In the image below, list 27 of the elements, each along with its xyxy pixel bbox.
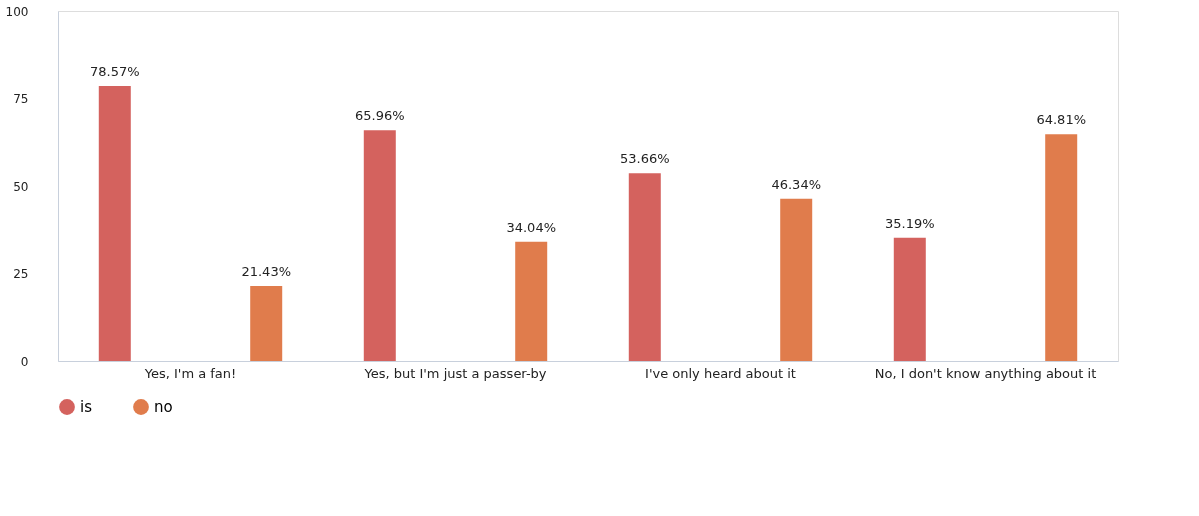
data-label: 21.43% bbox=[241, 263, 291, 279]
data-label: 65.96% bbox=[355, 108, 405, 124]
data-label: 34.04% bbox=[506, 219, 556, 235]
y-tick-label: 50 bbox=[13, 179, 29, 194]
bar bbox=[1045, 134, 1078, 361]
y-tick-label: 0 bbox=[20, 354, 29, 369]
bar bbox=[363, 130, 396, 361]
data-label: 64.81% bbox=[1036, 112, 1086, 128]
data-label: 35.19% bbox=[885, 215, 935, 231]
data-label: 53.66% bbox=[620, 151, 670, 167]
y-tick-label: 25 bbox=[13, 267, 29, 281]
x-tick-label: Yes, I'm a fan! bbox=[143, 365, 237, 381]
bar bbox=[780, 198, 813, 361]
y-tick-label: 100 bbox=[5, 4, 29, 19]
bar bbox=[893, 237, 926, 361]
legend-label: no bbox=[154, 398, 173, 416]
bar bbox=[250, 286, 283, 361]
x-tick-label: No, I don't know anything about it bbox=[874, 365, 1097, 381]
y-tick-label: 75 bbox=[13, 92, 29, 106]
bar bbox=[628, 173, 661, 361]
x-tick-label: I've only heard about it bbox=[645, 365, 796, 381]
bar bbox=[515, 241, 548, 361]
data-label: 46.34% bbox=[771, 176, 821, 192]
bar bbox=[98, 86, 131, 361]
legend-label: is bbox=[80, 398, 93, 416]
data-label: 78.57% bbox=[90, 64, 140, 79]
x-tick-label: Yes, but I'm just a passer-by bbox=[363, 365, 547, 381]
